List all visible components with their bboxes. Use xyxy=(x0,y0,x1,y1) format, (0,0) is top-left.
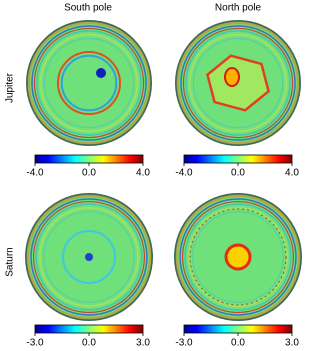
map-ring xyxy=(31,25,147,141)
colorbar xyxy=(183,324,293,334)
row-title: Saturn xyxy=(5,247,16,276)
row-title: Jupiter xyxy=(5,72,16,103)
map-ring xyxy=(192,211,284,303)
map-feature xyxy=(189,208,287,306)
map-ring xyxy=(179,198,297,316)
colorbar-tick-label: 3.0 xyxy=(285,338,299,349)
map-feature xyxy=(60,54,118,112)
map-ring xyxy=(32,200,146,314)
colorbar-tick-label: 0.0 xyxy=(231,168,245,179)
map-ring xyxy=(188,33,288,133)
map-ring xyxy=(38,206,140,308)
map-ring xyxy=(180,25,296,141)
map-ring xyxy=(36,30,142,136)
map-feature xyxy=(62,230,116,284)
map-ring xyxy=(33,27,145,139)
colorbar-tick-label: 0.0 xyxy=(231,338,245,349)
map-feature xyxy=(96,68,106,78)
colorbar-tick-label: 0.0 xyxy=(82,338,96,349)
map-ring xyxy=(43,37,135,129)
colorbar-tick-label: 4.0 xyxy=(136,168,150,179)
map-ring xyxy=(187,206,289,308)
colorbar-tick-label: -4.0 xyxy=(26,168,44,179)
map-ring xyxy=(184,203,292,311)
map-ring xyxy=(181,200,295,314)
map-disc xyxy=(26,20,152,146)
figure: South pole North pole Jupiter Saturn -4.… xyxy=(5,3,302,349)
map-ring xyxy=(26,194,152,320)
colorbar xyxy=(34,154,144,164)
colorbar-tick-label: 3.0 xyxy=(136,338,150,349)
map-feature xyxy=(224,67,240,87)
colorbar xyxy=(34,324,144,334)
map-feature xyxy=(57,51,121,115)
colorbar xyxy=(183,154,293,164)
colorbar-tick-label: 0.0 xyxy=(82,168,96,179)
map-ring xyxy=(30,198,148,316)
map-ring xyxy=(192,37,284,129)
colorbar-tick-label: -4.0 xyxy=(175,168,193,179)
map-feature xyxy=(224,243,252,271)
column-title: North pole xyxy=(215,3,262,14)
map-ring xyxy=(185,30,291,136)
colorbar-tick-label: 4.0 xyxy=(285,168,299,179)
map-ring xyxy=(43,211,135,303)
map-feature xyxy=(85,253,93,261)
colorbar-tick-label: -3.0 xyxy=(26,338,44,349)
column-title: South pole xyxy=(64,3,112,14)
map-ring xyxy=(35,203,143,311)
map-ring xyxy=(39,33,139,133)
colorbar-tick-label: -3.0 xyxy=(175,338,193,349)
map-ring xyxy=(176,21,300,145)
map-ring xyxy=(27,21,151,145)
map-ring xyxy=(175,194,301,320)
map-ring xyxy=(182,27,294,139)
